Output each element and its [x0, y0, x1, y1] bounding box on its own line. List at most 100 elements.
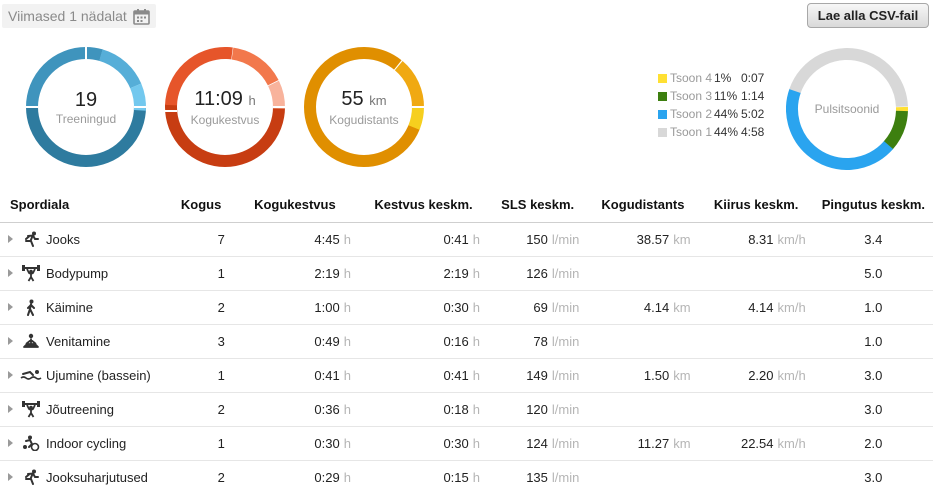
unit-lmin: l/min — [551, 401, 580, 417]
table-row[interactable]: Indoor cycling 1 0:30 h 0:30 h 124 l/min 11… — [0, 426, 933, 461]
unit-kmh: km/h — [777, 435, 806, 451]
table-row[interactable]: Käimine 2 1:00 h 0:30 h 69 l/min 4.14 km 4.1… — [0, 290, 933, 325]
unit-km: km — [673, 367, 691, 383]
zone-legend-item: Tsoon 2 44% 5:02 — [658, 105, 764, 123]
table-row[interactable]: Bodypump 1 2:19 h 2:19 h 126 l/min 5.0 — [0, 256, 933, 291]
expand-arrow-icon[interactable] — [8, 371, 13, 379]
zone-time: 1:14 — [741, 89, 765, 103]
sls-cell: 120 l/min — [488, 392, 588, 427]
col-distance[interactable]: Kogudistants — [587, 188, 699, 223]
running-icon — [20, 230, 42, 248]
effort-cell: 1.0 — [813, 290, 933, 325]
expand-arrow-icon[interactable] — [8, 337, 13, 345]
table-row[interactable]: Ujumine (bassein) 1 0:41 h 0:41 h 149 l/min… — [0, 358, 933, 393]
sport-name: Käimine — [46, 299, 93, 315]
unit-h: h — [472, 435, 480, 451]
sports-table: Spordiala Kogus Kogukestvus Kestvus kesk… — [0, 188, 933, 493]
table-row[interactable]: Jooksuharjutused 2 0:29 h 0:15 h 135 l/min … — [0, 460, 933, 493]
avg-duration-cell: 0:15 h — [358, 460, 488, 493]
unit-lmin: l/min — [551, 469, 580, 485]
sport-name: Jõutreening — [46, 401, 114, 417]
col-sport[interactable]: Spordiala — [0, 188, 170, 223]
calendar-icon[interactable] — [133, 8, 150, 25]
zone-name: Tsoon 4 — [670, 71, 713, 85]
expand-arrow-icon[interactable] — [8, 405, 13, 413]
expand-arrow-icon[interactable] — [8, 303, 13, 311]
speed-value: 22.54 — [740, 435, 774, 451]
duration-cell: 2:19 h — [230, 256, 359, 291]
swimming-icon — [20, 366, 42, 384]
unit-h: h — [472, 231, 480, 247]
avg-duration-value: 0:30 — [443, 299, 469, 315]
weightlifting-icon — [20, 264, 42, 282]
zone2-swatch — [658, 109, 667, 119]
distance-cell — [587, 256, 699, 291]
sls-cell: 78 l/min — [488, 324, 588, 359]
duration-cell: 1:00 h — [230, 290, 359, 325]
avg-duration-value: 0:15 — [443, 469, 469, 485]
count-cell: 2 — [169, 460, 231, 493]
duration-ring-arc-3 — [165, 47, 285, 167]
walking-icon — [20, 298, 42, 316]
col-avg-duration[interactable]: Kestvus keskm. — [358, 188, 488, 223]
distance-cell — [587, 392, 699, 427]
avg-duration-value: 0:41 — [443, 367, 469, 383]
effort-cell: 2.0 — [813, 426, 933, 461]
unit-h: h — [472, 265, 480, 281]
speed-cell: 4.14 km/h — [698, 290, 814, 325]
duration-cell: 0:49 h — [230, 324, 359, 359]
unit-km: km — [673, 299, 691, 315]
sls-value: 78 — [533, 333, 548, 349]
col-effort[interactable]: Pingutus keskm. — [813, 188, 933, 223]
avg-duration-value: 2:19 — [443, 265, 469, 281]
zone-legend-item: Tsoon 4 1% 0:07 — [658, 69, 764, 87]
sls-cell: 150 l/min — [488, 222, 588, 257]
count-cell: 1 — [169, 426, 231, 461]
duration-unit: h — [248, 92, 256, 108]
table-row[interactable]: Jõutreening 2 0:36 h 0:18 h 120 l/min 3.0 — [0, 392, 933, 427]
avg-duration-cell: 0:41 h — [358, 222, 488, 257]
zone-name: Tsoon 1 — [670, 125, 713, 139]
table-row[interactable]: Jooks 7 4:45 h 0:41 h 150 l/min 38.57 km 8.3… — [0, 222, 933, 257]
expand-arrow-icon[interactable] — [8, 235, 13, 243]
col-count[interactable]: Kogus — [169, 188, 231, 223]
expand-arrow-icon[interactable] — [8, 473, 13, 481]
table-header-row: Spordiala Kogus Kogukestvus Kestvus kesk… — [0, 188, 933, 223]
count-cell: 3 — [169, 324, 231, 359]
sport-name: Bodypump — [46, 265, 109, 281]
unit-h: h — [343, 469, 351, 485]
trainings-ring-graphic — [25, 46, 147, 167]
count-cell: 2 — [169, 290, 231, 325]
unit-h: h — [472, 469, 480, 485]
period-selector[interactable]: Viimased 1 nädalat — [2, 4, 156, 28]
avg-duration-value: 0:18 — [443, 401, 469, 417]
cycling-icon — [20, 434, 42, 452]
duration-cell: 0:36 h — [230, 392, 359, 427]
distance-cell: 38.57 km — [587, 222, 699, 257]
unit-lmin: l/min — [551, 231, 580, 247]
col-duration[interactable]: Kogukestvus — [230, 188, 359, 223]
avg-duration-cell: 0:41 h — [358, 358, 488, 393]
sport-name: Jooks — [46, 231, 80, 247]
table-row[interactable]: Venitamine 3 0:49 h 0:16 h 78 l/min 1.0 — [0, 324, 933, 359]
unit-kmh: km/h — [777, 299, 806, 315]
col-sls[interactable]: SLS keskm. — [488, 188, 588, 223]
download-csv-button[interactable]: Lae alla CSV-fail — [807, 3, 929, 28]
expand-arrow-icon[interactable] — [8, 269, 13, 277]
unit-kmh: km/h — [777, 231, 806, 247]
zone-percent: 1% — [714, 71, 732, 85]
speed-value: 4.14 — [748, 299, 774, 315]
duration-value: 0:36 — [314, 401, 340, 417]
speed-cell — [698, 324, 814, 359]
effort-cell: 3.0 — [813, 392, 933, 427]
col-speed[interactable]: Kiirus keskm. — [698, 188, 814, 223]
unit-h: h — [472, 367, 480, 383]
expand-arrow-icon[interactable] — [8, 439, 13, 447]
duration-ring-graphic — [164, 46, 286, 167]
zone-percent: 44% — [714, 107, 739, 121]
speed-value: 2.20 — [748, 367, 774, 383]
distance-cell: 4.14 km — [587, 290, 699, 325]
unit-h: h — [343, 265, 351, 281]
avg-duration-cell: 0:18 h — [358, 392, 488, 427]
duration-label: Kogukestvus — [190, 112, 260, 127]
